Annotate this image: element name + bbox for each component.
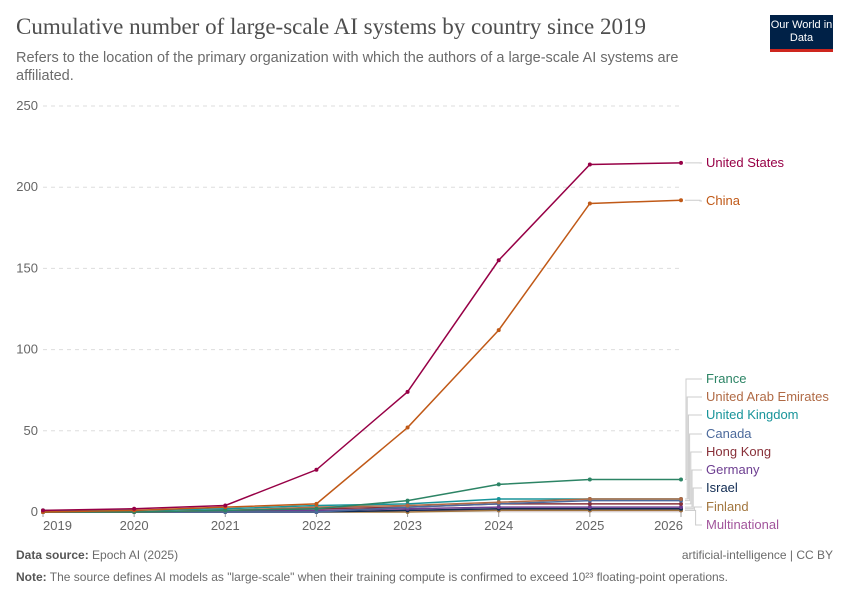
data-source: Data source: Epoch AI (2025) [16,548,178,562]
series-label: Hong Kong [706,444,771,459]
series-label: Canada [706,426,752,441]
data-point [314,501,319,506]
x-tick-label: 2025 [575,518,604,533]
y-tick-label: 0 [31,504,38,519]
series-line [42,199,682,513]
data-point [587,505,592,510]
data-point [132,506,137,511]
x-tick-label: 2024 [484,518,513,533]
data-point [496,328,501,333]
y-tick-label: 150 [16,260,38,275]
chart-subtitle: Refers to the location of the primary or… [16,50,679,84]
data-point [587,477,592,482]
series-line [42,162,682,512]
data-point [496,500,501,505]
data-point [314,506,319,511]
data-point [679,497,683,502]
chart-title: Cumulative number of large-scale AI syst… [16,14,647,39]
series-label: Multinational [706,517,779,532]
data-point [223,508,228,513]
series-label: United Arab Emirates [706,389,829,404]
source-link[interactable]: Epoch AI (2025) [92,548,179,562]
x-tick-label: 2026 [654,518,683,533]
y-tick-label: 250 [16,98,38,113]
x-tick-label: 2020 [120,518,149,533]
data-point [496,497,501,502]
x-tick-label: 2022 [302,518,331,533]
label-connector [685,433,702,502]
data-point [223,503,228,508]
data-point [679,505,683,510]
data-point [314,467,319,472]
data-point [496,482,501,487]
data-point [405,425,410,430]
series-label: Germany [706,462,760,477]
data-point [587,201,592,206]
data-point [496,258,501,263]
data-point [679,477,683,482]
label-connector [685,414,702,500]
y-tick-label: 200 [16,179,38,194]
data-point [314,510,319,514]
data-point [496,505,501,510]
data-point [587,501,592,506]
series-label: China [706,193,741,208]
series-label: Finland [706,499,749,514]
label-connector [685,396,702,500]
x-tick-label: 2021 [211,518,240,533]
series-label: United States [706,155,785,170]
footnote: Note: The source defines AI models as "l… [16,570,728,584]
data-point [679,501,683,506]
label-connector [685,378,702,481]
data-point [587,162,592,167]
series-label: United Kingdom [706,407,799,422]
label-connector [685,469,702,508]
y-tick-label: 50 [24,423,38,438]
owid-logo[interactable]: Our World in Data [770,15,833,52]
data-point [679,160,683,165]
label-connector [685,487,702,510]
data-point [679,198,683,203]
data-point [405,389,410,394]
note-text: The source defines AI models as "large-s… [49,570,729,584]
x-tick-label: 2019 [43,518,72,533]
series-label: Israel [706,480,738,495]
data-point [405,498,410,503]
data-point [587,497,592,502]
license[interactable]: artificial-intelligence | CC BY [681,548,833,562]
y-tick-label: 100 [16,342,38,357]
note-label: Note: [16,570,47,584]
series-label: France [706,371,746,386]
data-point [41,508,45,513]
label-connector [685,451,702,505]
series-line [43,478,681,513]
label-connector [685,199,702,202]
data-point [405,503,410,508]
source-label: Data source: [16,548,89,562]
label-connector [685,509,702,526]
x-tick-label: 2023 [393,518,422,533]
